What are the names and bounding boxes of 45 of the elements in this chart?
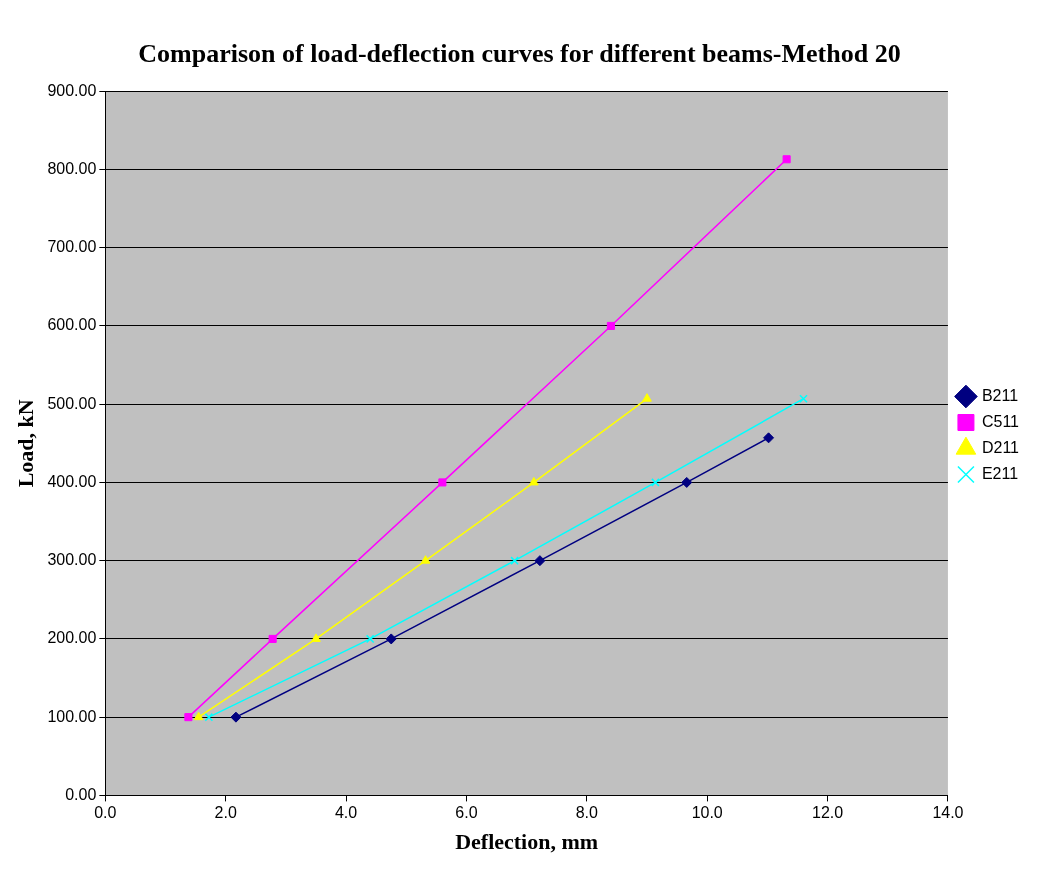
- x-tick-label: 2.0: [214, 804, 237, 822]
- point: [606, 321, 615, 330]
- point: [438, 478, 447, 487]
- y-tick-label: 800.00: [47, 159, 97, 177]
- point: [204, 712, 214, 722]
- point: [311, 633, 321, 642]
- legend-label: E211: [981, 464, 1019, 482]
- x-tick-label: 0.0: [94, 804, 117, 822]
- point: [782, 155, 791, 164]
- y-axis-title: Load, kN: [12, 399, 38, 488]
- point: [510, 556, 519, 565]
- x-tick-label: 8.0: [575, 804, 599, 822]
- x-tick-label: 14.0: [932, 804, 964, 822]
- y-tick-label: 0.00: [65, 785, 97, 803]
- y-tick-label: 400.00: [47, 472, 97, 490]
- y-tick-label: 300.00: [47, 551, 97, 569]
- point: [681, 476, 693, 488]
- y-tick-label: 500.00: [47, 394, 97, 412]
- legend-label: B211: [981, 386, 1019, 404]
- y-tick-label: 200.00: [47, 629, 97, 647]
- point: [534, 555, 546, 567]
- x-tick-label: 12.0: [812, 804, 844, 822]
- point: [230, 711, 242, 723]
- point: [268, 634, 277, 643]
- y-tick-label: 100.00: [47, 707, 97, 725]
- x-tick-label: 10.0: [691, 804, 723, 822]
- y-tick-label: 900.00: [47, 81, 97, 99]
- point: [763, 432, 775, 444]
- point: [193, 711, 204, 721]
- point: [642, 393, 652, 402]
- point: [799, 394, 808, 403]
- y-tick-label: 600.00: [47, 316, 97, 334]
- y-tick-label: 700.00: [47, 238, 97, 256]
- legend-label: C511: [981, 412, 1020, 430]
- point: [385, 633, 397, 645]
- point: [651, 478, 660, 487]
- x-axis-title: Deflection, mm: [455, 829, 599, 855]
- point: [184, 713, 193, 722]
- point: [365, 634, 375, 644]
- point: [529, 476, 539, 486]
- chart-title: Comparison of load-deflection curves for different beams-Method 20: [138, 39, 901, 69]
- legend-label: D211: [981, 438, 1020, 456]
- point: [420, 555, 431, 564]
- x-tick-label: 4.0: [334, 804, 358, 822]
- x-tick-label: 6.0: [455, 804, 478, 822]
